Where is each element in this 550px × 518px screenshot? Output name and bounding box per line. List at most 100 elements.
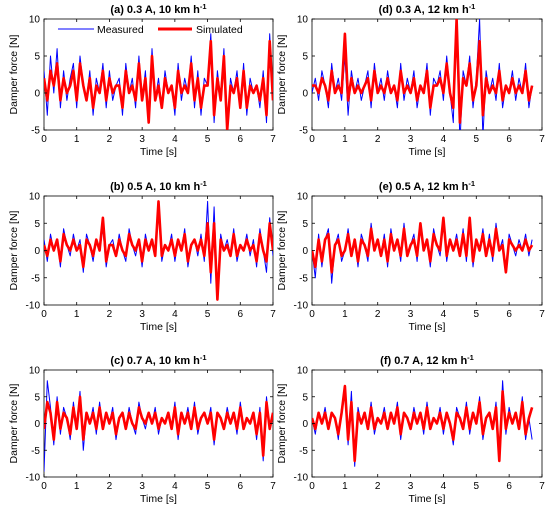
x-tick-label: 6 (238, 481, 244, 492)
x-tick-label: 5 (205, 309, 211, 320)
panel-title: (d) 0.3 A, 12 km h-1 (379, 2, 476, 16)
x-tick-label: 7 (270, 309, 276, 320)
x-axis-label: Time [s] (409, 321, 446, 333)
panel-title-main: (c) 0.7 A, 10 km h (110, 355, 200, 367)
x-tick-label: 3 (408, 309, 414, 320)
x-tick-label: 7 (539, 309, 545, 320)
panel-title: (b) 0.5 A, 10 km h-1 (110, 179, 207, 193)
y-axis-label: Damper force [N] (276, 383, 288, 463)
x-tick-label: 6 (506, 134, 512, 145)
x-tick-label: 2 (375, 134, 381, 145)
x-tick-label: 2 (107, 481, 113, 492)
x-tick-label: 4 (441, 309, 447, 320)
plot-frame (311, 369, 543, 478)
panel-title-sup: -1 (200, 179, 207, 188)
panel-title: (a) 0.3 A, 10 km h-1 (110, 2, 206, 16)
x-tick-label: 5 (474, 134, 480, 145)
y-tick-label: 5 (34, 52, 40, 63)
panel-title-main: (a) 0.3 A, 10 km h (110, 4, 200, 16)
y-tick-label: 0 (302, 89, 308, 100)
panel-title: (c) 0.7 A, 10 km h-1 (110, 353, 206, 367)
simulated-line (44, 200, 273, 301)
x-tick-label: 0 (41, 309, 47, 320)
panel-title-sup: -1 (469, 2, 476, 11)
y-tick-label: 10 (29, 366, 41, 377)
panel-title: (e) 0.5 A, 12 km h-1 (379, 179, 475, 193)
y-tick-label: -5 (31, 446, 40, 457)
x-tick-label: 1 (74, 309, 80, 320)
x-tick-label: 0 (41, 134, 47, 145)
x-tick-label: 5 (205, 134, 211, 145)
y-tick-label: -5 (31, 273, 40, 284)
x-tick-label: 1 (74, 481, 80, 492)
x-tick-label: 4 (441, 134, 447, 145)
y-axis-label: Damper force [N] (8, 34, 20, 114)
y-tick-label: 5 (302, 219, 308, 230)
x-tick-label: 6 (506, 481, 512, 492)
y-axis-label: Damper force [N] (8, 383, 20, 463)
y-axis-label: Damper force [N] (276, 34, 288, 114)
x-tick-label: 7 (539, 134, 545, 145)
x-tick-label: 0 (309, 309, 315, 320)
y-tick-label: -5 (299, 273, 308, 284)
x-tick-label: 4 (441, 481, 447, 492)
panel-title-main: (f) 0.7 A, 12 km h (380, 355, 467, 367)
y-tick-label: -10 (294, 473, 309, 484)
x-tick-label: 3 (139, 481, 145, 492)
panel-title-sup: -1 (200, 2, 207, 11)
panel-3: 0 1 2 3 4 5 6 7 -10 -5 0 5 10 Time [s] Damper force [N… (276, 179, 545, 333)
x-tick-label: 2 (375, 481, 381, 492)
x-tick-label: 6 (238, 134, 244, 145)
legend-measured-label: Measured (97, 24, 144, 36)
x-tick-label: 2 (375, 309, 381, 320)
y-tick-label: 10 (297, 366, 309, 377)
x-tick-label: 4 (172, 134, 178, 145)
x-tick-label: 4 (172, 309, 178, 320)
panel-title: (f) 0.7 A, 12 km h-1 (380, 353, 474, 367)
x-tick-label: 3 (139, 134, 145, 145)
panel-title-main: (e) 0.5 A, 12 km h (379, 181, 469, 193)
x-axis-label: Time [s] (409, 493, 446, 505)
simulated-line (312, 19, 534, 124)
legend-simulated-label: Simulated (196, 24, 243, 36)
x-tick-label: 4 (172, 481, 178, 492)
x-tick-label: 3 (408, 134, 414, 145)
y-tick-label: 0 (34, 246, 40, 257)
y-axis-label: Damper force [N] (8, 210, 20, 290)
y-tick-label: 10 (29, 15, 41, 26)
x-axis-label: Time [s] (409, 146, 446, 158)
x-tick-label: 1 (342, 481, 348, 492)
simulated-line (312, 216, 534, 274)
x-tick-label: 7 (539, 481, 545, 492)
x-tick-label: 1 (342, 309, 348, 320)
y-tick-label: 5 (34, 219, 40, 230)
x-tick-label: 1 (342, 134, 348, 145)
panel-title-sup: -1 (467, 353, 474, 362)
x-tick-label: 2 (107, 309, 113, 320)
y-tick-label: 0 (302, 419, 308, 430)
y-tick-label: -10 (26, 301, 41, 312)
y-tick-label: 0 (34, 419, 40, 430)
x-axis-label: Time [s] (140, 321, 177, 333)
panel-title-main: (d) 0.3 A, 12 km h (379, 4, 469, 16)
y-tick-label: -5 (31, 126, 40, 137)
y-axis-label: Damper force [N] (276, 210, 288, 290)
legend: Measured Simulated (58, 24, 243, 36)
simulated-line (312, 384, 534, 463)
panel-title-sup: -1 (468, 179, 475, 188)
x-tick-label: 1 (74, 134, 80, 145)
x-tick-label: 5 (474, 309, 480, 320)
x-tick-label: 7 (270, 481, 276, 492)
simulated-line (44, 39, 273, 130)
x-tick-label: 0 (309, 134, 315, 145)
x-tick-label: 5 (205, 481, 211, 492)
x-tick-label: 6 (238, 309, 244, 320)
panel-title-sup: -1 (200, 353, 207, 362)
y-tick-label: 0 (302, 246, 308, 257)
y-tick-label: -5 (299, 446, 308, 457)
y-tick-label: -10 (26, 473, 41, 484)
x-axis-label: Time [s] (140, 146, 177, 158)
